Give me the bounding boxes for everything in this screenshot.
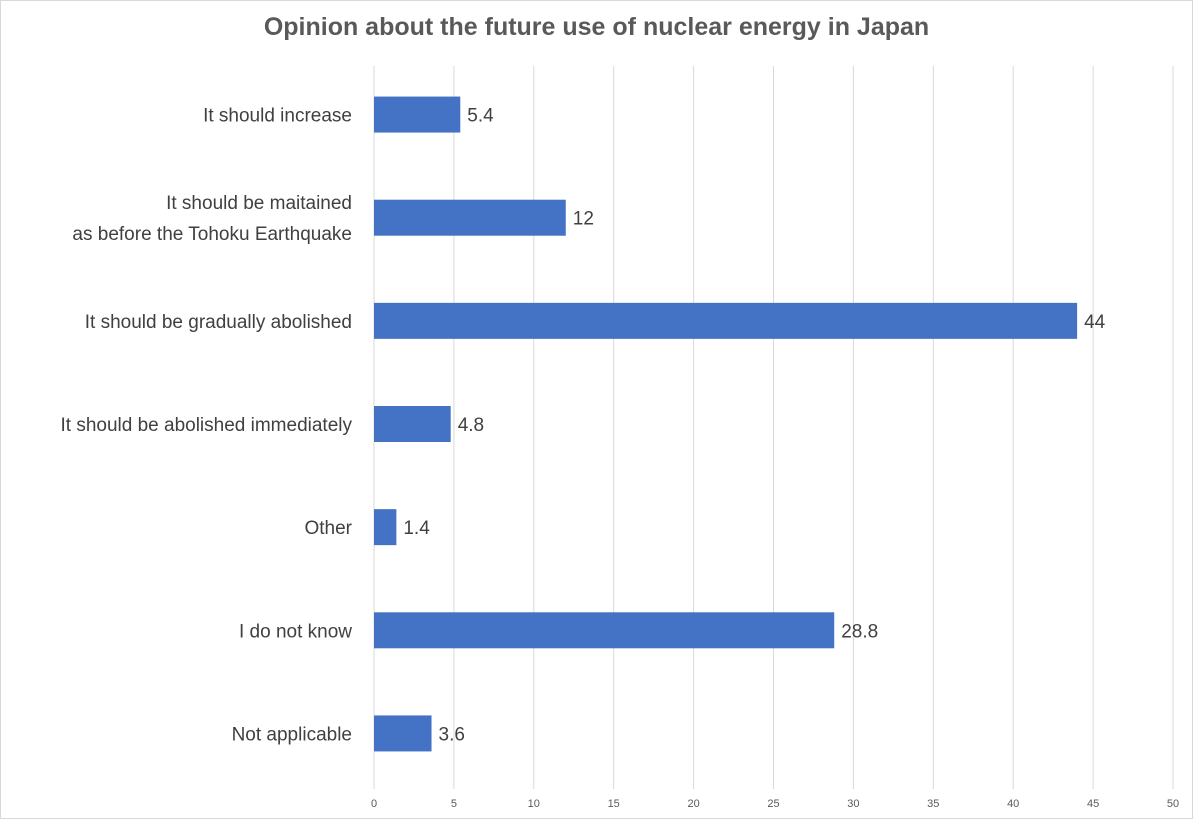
category-label: It should be maitained	[166, 193, 352, 214]
bar	[374, 715, 432, 752]
x-tick-label: 10	[528, 798, 540, 810]
data-label: 44	[1084, 312, 1106, 333]
bar	[374, 96, 461, 133]
x-tick-label: 15	[608, 798, 620, 810]
x-tick-label: 0	[371, 798, 377, 810]
x-tick-label: 40	[1007, 798, 1019, 810]
x-tick-label: 50	[1167, 798, 1179, 810]
bar	[374, 612, 835, 649]
data-label: 28.8	[841, 621, 878, 642]
x-tick-label: 5	[451, 798, 457, 810]
bar	[374, 509, 397, 546]
x-tick-label: 45	[1087, 798, 1099, 810]
x-tick-label: 30	[847, 798, 859, 810]
data-label: 1.4	[403, 518, 430, 539]
category-label: Other	[304, 518, 352, 539]
chart-title: Opinion about the future use of nuclear …	[263, 13, 930, 41]
category-label: I do not know	[239, 621, 352, 642]
data-label: 12	[573, 209, 594, 230]
category-label: It should be abolished immediately	[60, 415, 352, 436]
bar	[374, 302, 1078, 339]
category-label: as before the Tohoku Earthquake	[72, 224, 352, 245]
x-tick-label: 20	[687, 798, 699, 810]
x-tick-label: 35	[927, 798, 939, 810]
category-label: It should be gradually abolished	[85, 312, 352, 333]
data-label: 3.6	[439, 724, 465, 745]
bar	[374, 406, 451, 442]
bar	[374, 199, 566, 236]
x-tick-label: 25	[767, 798, 779, 810]
data-label: 4.8	[458, 415, 484, 436]
category-label: It should increase	[203, 106, 352, 127]
data-label: 5.4	[467, 106, 494, 127]
category-label: Not applicable	[232, 724, 352, 745]
